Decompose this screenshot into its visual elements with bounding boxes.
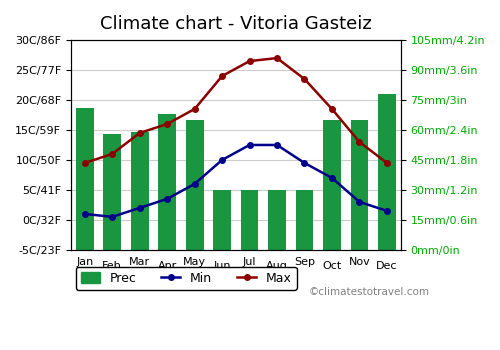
Max <box>192 107 198 111</box>
Max <box>82 161 87 165</box>
Text: Aug: Aug <box>266 261 288 271</box>
Bar <box>240 190 258 250</box>
Min <box>136 206 142 210</box>
Min <box>164 197 170 201</box>
Text: ©climatestotravel.com: ©climatestotravel.com <box>308 287 430 296</box>
Min <box>384 209 390 213</box>
Max <box>164 122 170 126</box>
Text: Feb: Feb <box>102 261 122 271</box>
Max <box>302 77 308 81</box>
Line: Max: Max <box>82 55 390 166</box>
Min <box>109 215 115 219</box>
Min <box>274 143 280 147</box>
Text: Oct: Oct <box>322 261 342 271</box>
Bar <box>186 120 204 250</box>
Max <box>246 59 252 63</box>
Text: Jun: Jun <box>214 261 231 271</box>
Min <box>302 161 308 165</box>
Min <box>356 200 362 204</box>
Bar <box>296 190 314 250</box>
Max <box>274 56 280 60</box>
Bar <box>76 108 94 250</box>
Bar <box>158 114 176 250</box>
Line: Min: Min <box>82 142 390 220</box>
Bar <box>350 120 368 250</box>
Min <box>82 212 87 216</box>
Max <box>329 107 335 111</box>
Min <box>329 176 335 180</box>
Min <box>219 158 225 162</box>
Text: Dec: Dec <box>376 261 398 271</box>
Bar <box>378 94 396 250</box>
Bar <box>323 120 341 250</box>
Bar <box>104 134 121 250</box>
Max <box>109 152 115 156</box>
Min <box>246 143 252 147</box>
Max <box>136 131 142 135</box>
Bar <box>130 132 148 250</box>
Bar <box>213 190 231 250</box>
Text: Apr: Apr <box>158 261 177 271</box>
Legend: Prec, Min, Max: Prec, Min, Max <box>76 267 297 290</box>
Max <box>356 140 362 144</box>
Min <box>192 182 198 186</box>
Bar <box>268 190 286 250</box>
Title: Climate chart - Vitoria Gasteiz: Climate chart - Vitoria Gasteiz <box>100 15 371 33</box>
Max <box>384 161 390 165</box>
Max <box>219 74 225 78</box>
